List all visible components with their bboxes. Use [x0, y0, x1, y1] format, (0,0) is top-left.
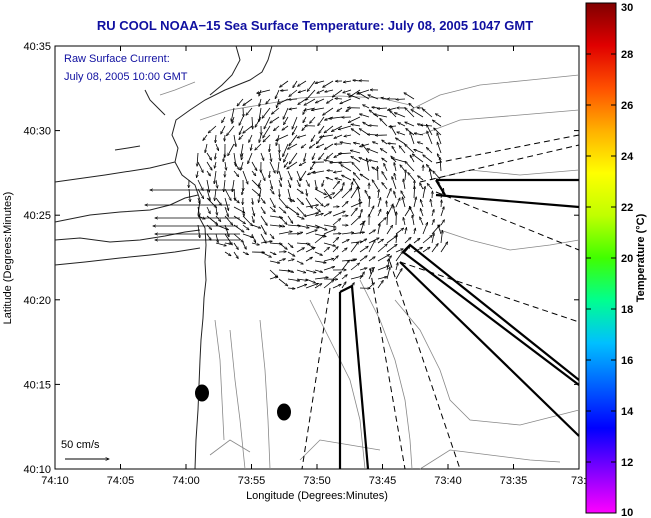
map-frame: [54, 45, 580, 470]
y-tick-label: 40:35: [23, 41, 51, 53]
colorbar-tick-label: 22: [621, 202, 633, 214]
colorbar-tick-label: 12: [621, 457, 633, 469]
y-tick-label: 40:10: [23, 464, 51, 476]
x-tick-label: 73:45: [369, 475, 397, 487]
x-tick-label: 73:50: [303, 475, 331, 487]
y-axis-label: Latitude (Degrees:Minutes): [2, 192, 14, 325]
colorbar-tick-label: 14: [621, 406, 634, 418]
colorbar-tick-label: 28: [621, 49, 633, 61]
x-tick-label: 74:05: [107, 475, 135, 487]
colorbar: 30 28 26 24 22 20 18 16 14 12 10 Temperature (°C): [585, 2, 647, 518]
x-tick-label: 73:55: [238, 475, 266, 487]
scale-label: 50 cm/s: [61, 439, 100, 451]
y-tick-label: 40:15: [23, 379, 51, 391]
colorbar-tick-label: 10: [621, 507, 633, 518]
y-tick-label: 40:30: [23, 126, 51, 138]
colorbar-tick-label: 16: [621, 355, 633, 367]
colorbar-tick-label: 18: [621, 304, 633, 316]
coastline: [54, 45, 273, 470]
marker-dot: [277, 403, 291, 421]
x-tick-label: 74:10: [41, 475, 69, 487]
current-vector-field: [145, 80, 448, 289]
x-tick-label: 74:00: [172, 475, 200, 487]
x-tick-label: 73:40: [434, 475, 462, 487]
colorbar-tick-label: 20: [621, 253, 633, 265]
colorbar-tick-label: 30: [621, 2, 633, 14]
colorbar-ticks: 30 28 26 24 22 20 18 16 14 12 10: [586, 2, 634, 518]
x-axis-label: Longitude (Degrees:Minutes): [246, 490, 388, 502]
colorbar-tick-label: 26: [621, 100, 633, 112]
marker-dot: [195, 384, 209, 402]
map-panel: Raw Surface Current: July 08, 2005 10:00…: [54, 45, 580, 470]
solid-polygons: [338, 178, 580, 470]
y-axis: 40:35 40:30 40:25 40:20 40:15 40:10: [23, 41, 579, 476]
y-tick-label: 40:25: [23, 210, 51, 222]
annotation-line-1: Raw Surface Current:: [64, 53, 170, 65]
figure-title: RU COOL NOAA−15 Sea Surface Temperature:…: [97, 18, 533, 33]
x-tick-label: 73:35: [500, 475, 528, 487]
colorbar-tick-label: 24: [621, 151, 634, 163]
bathymetry-contours: [159, 74, 580, 470]
y-tick-label: 40:20: [23, 295, 51, 307]
colorbar-label: Temperature (°C): [635, 213, 647, 302]
annotation-line-2: July 08, 2005 10:00 GMT: [64, 71, 188, 83]
